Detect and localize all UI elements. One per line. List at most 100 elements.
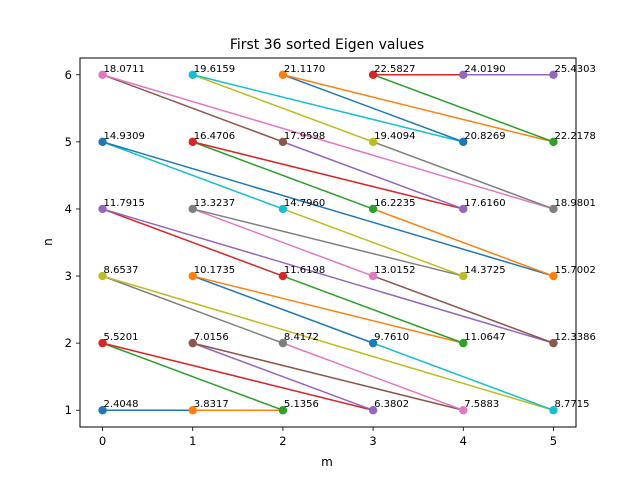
connecting-lines [102, 74, 554, 411]
connector-line [372, 342, 554, 411]
connector-line [372, 208, 554, 277]
data-point [368, 271, 378, 281]
eigenvalue-label: 19.6159 [194, 64, 235, 75]
connector-line [282, 275, 464, 344]
eigenvalue-label: 17.6160 [464, 198, 505, 209]
connector-line [192, 74, 374, 143]
connector-line [282, 141, 464, 210]
data-point [98, 271, 107, 281]
data-point [188, 271, 197, 281]
y-tick-label: 3 [65, 269, 72, 283]
data-point [188, 137, 197, 147]
eigenvalue-label: 9.7610 [374, 332, 409, 343]
data-point [549, 406, 558, 415]
eigenvalue-label: 2.4048 [104, 399, 139, 410]
y-axis-label: n [41, 238, 55, 246]
connector-line [282, 342, 464, 411]
data-point [278, 137, 288, 147]
data-point [188, 338, 197, 348]
eigenvalue-label: 8.7715 [554, 399, 589, 410]
data-point [368, 406, 378, 415]
y-tick-label: 1 [65, 403, 72, 417]
x-tick-label: 3 [369, 434, 376, 448]
x-tick-label: 5 [550, 434, 557, 448]
connector-line [102, 208, 554, 344]
connector-line [102, 342, 374, 411]
eigenvalue-label: 8.4172 [284, 332, 319, 343]
data-point [278, 406, 288, 415]
data-point [98, 137, 107, 147]
data-point [368, 338, 378, 348]
y-tick-label: 5 [65, 135, 72, 149]
eigenvalue-label: 16.2235 [374, 198, 415, 209]
data-point [188, 406, 197, 415]
data-point [368, 204, 378, 214]
data-labels: 2.4048 3.8317 5.1356 5.5201 6.3802 7.0156 7.58… [104, 64, 596, 410]
connector-line [192, 275, 464, 344]
y-tick-label: 4 [65, 202, 72, 216]
eigenvalue-label: 22.2178 [554, 131, 595, 142]
eigenvalue-label: 7.0156 [194, 332, 229, 343]
connector-line [192, 342, 464, 411]
eigenvalue-label: 20.8269 [464, 131, 505, 142]
data-point [98, 338, 107, 348]
connector-line [192, 342, 374, 411]
data-point [549, 338, 558, 348]
data-point [459, 70, 468, 79]
data-point [278, 271, 288, 281]
connector-line [102, 208, 284, 277]
connector-line [102, 275, 554, 411]
eigenvalue-label: 3.8317 [194, 399, 229, 410]
data-point [549, 70, 558, 79]
x-axis-label: m [321, 455, 333, 469]
connector-line [102, 141, 284, 210]
eigenvalue-label: 25.4303 [554, 64, 595, 75]
eigenvalue-label: 21.1170 [284, 64, 325, 75]
x-tick-label: 1 [189, 434, 196, 448]
eigenvalue-label: 6.3802 [374, 399, 409, 410]
connector-line [192, 208, 464, 277]
eigenvalue-label: 22.5827 [374, 64, 415, 75]
eigenvalue-label: 14.7960 [284, 198, 325, 209]
connector-line [282, 74, 464, 143]
eigenvalue-label: 18.0711 [104, 64, 145, 75]
eigenvalue-label: 14.3725 [464, 265, 505, 276]
data-points [98, 70, 558, 415]
y-axis-ticks: 1 2 3 4 5 6 [65, 68, 80, 417]
eigenvalue-label: 10.1735 [194, 265, 235, 276]
connector-line [102, 275, 284, 344]
chart-title: First 36 sorted Eigen values [230, 37, 424, 53]
eigenvalue-label: 11.6198 [284, 265, 325, 276]
data-point [368, 137, 378, 147]
data-point [98, 70, 107, 79]
connector-line [282, 208, 464, 277]
connector-line [372, 141, 554, 210]
data-point [459, 271, 468, 281]
connector-line [192, 74, 464, 143]
connector-line [192, 141, 464, 210]
data-point [188, 70, 197, 79]
data-point [278, 70, 288, 79]
connector-line [192, 275, 374, 344]
connector-line [102, 74, 284, 143]
connector-line [372, 74, 554, 143]
data-point [368, 70, 378, 79]
eigenvalue-label: 15.7002 [554, 265, 595, 276]
eigenvalue-label: 13.0152 [374, 265, 415, 276]
data-point [459, 137, 468, 147]
eigenvalue-label: 17.9598 [284, 131, 325, 142]
data-point [188, 204, 197, 214]
data-point [549, 271, 558, 281]
y-tick-label: 2 [65, 336, 72, 350]
eigenvalue-label: 5.1356 [284, 399, 319, 410]
connector-line [192, 141, 374, 210]
plot-frame [79, 57, 577, 428]
connector-line [192, 208, 374, 277]
data-point [549, 204, 558, 214]
x-axis-ticks: 0 1 2 3 4 5 [99, 427, 557, 448]
y-tick-label: 6 [65, 68, 72, 82]
eigenvalue-label: 5.5201 [104, 332, 139, 343]
eigenvalue-label: 16.4706 [194, 131, 235, 142]
data-point [549, 137, 558, 147]
